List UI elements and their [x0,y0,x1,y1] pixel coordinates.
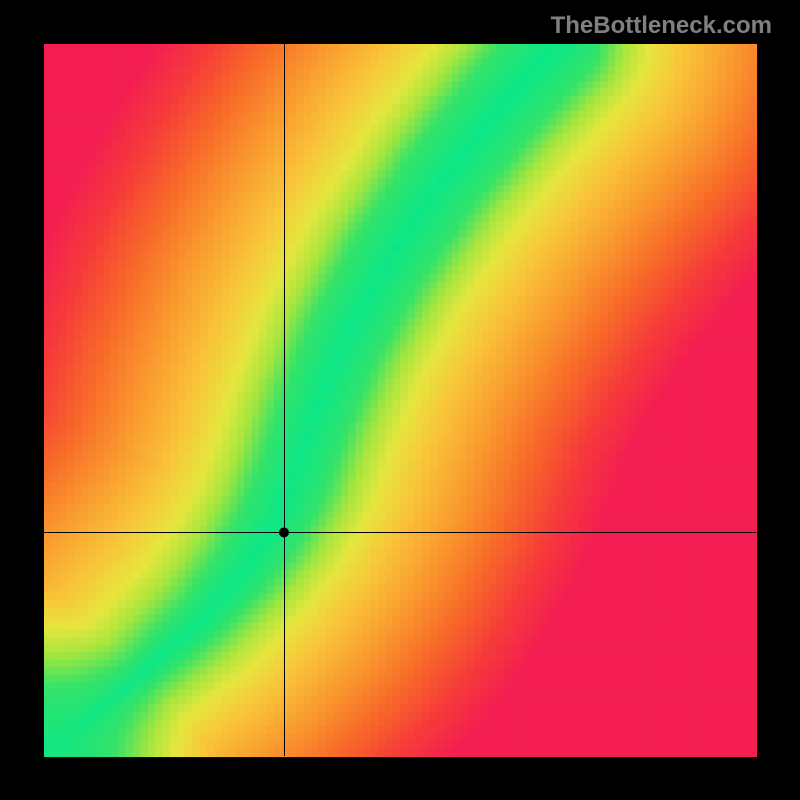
watermark-text: TheBottleneck.com [551,12,772,40]
chart-root: TheBottleneck.com [0,0,800,800]
bottleneck-heatmap [0,0,800,800]
